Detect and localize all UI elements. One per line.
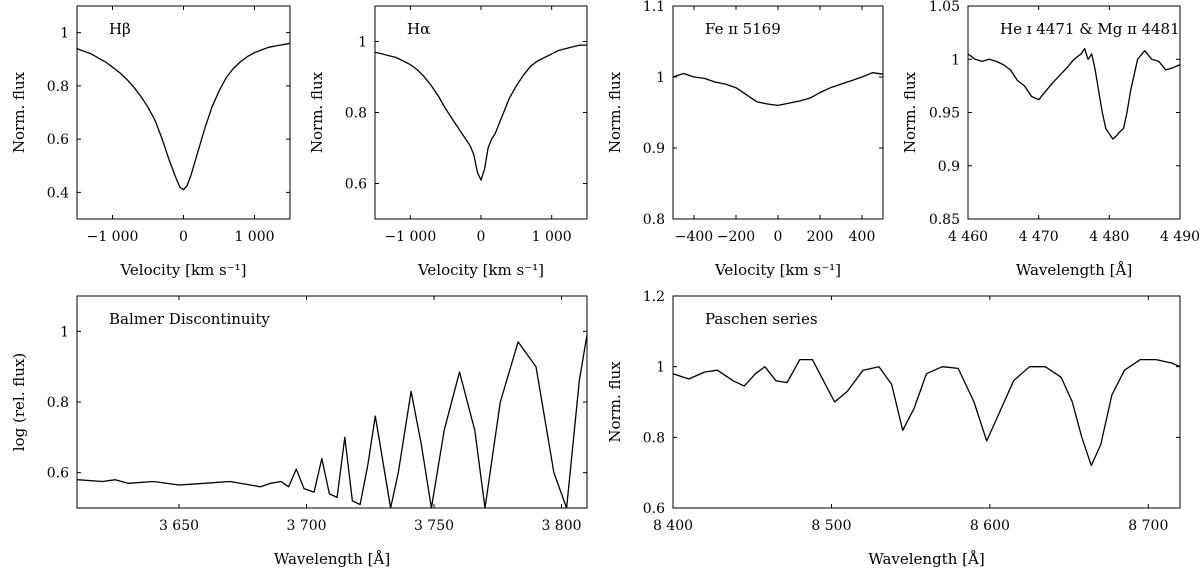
y-tick-label: 0.8 [345,106,367,122]
panel-halpha: −1 000 0 1 000 0.6 0.8 1 Hα Velocity [km s⁻¹] No… [308,5,588,279]
spectrum-line [374,44,587,181]
y-axis-label: log (rel. flux) [10,353,28,451]
x-tick-label: 0 [774,229,783,245]
y-tick-label: 0.6 [643,501,665,517]
x-tick-label: 4 460 [948,229,988,245]
panel-hbeta: −1 000 0 1 000 0.4 0.6 0.8 1 Hβ Velocity [km s⁻¹… [10,5,291,279]
x-tick-label: 4 480 [1089,229,1129,245]
y-tick-label: 1 [60,324,69,340]
y-tick-label: 0.8 [643,430,665,446]
x-tick-label: 4 470 [1019,229,1059,245]
x-axis-label: Velocity [km s⁻¹] [119,261,246,279]
y-tick-label: 0.6 [345,177,367,193]
x-tick-label: 0 [179,229,188,245]
y-tick-label: 1 [656,360,665,376]
panel-title: Hβ [109,20,131,38]
x-tick-label: 200 [807,229,834,245]
x-tick-label: −200 [717,229,755,245]
y-tick-label: 1 [951,52,960,68]
y-tick-label: 0.8 [643,212,665,228]
y-axis-label: Norm. flux [901,71,919,153]
y-tick-label: 1.1 [643,0,665,15]
spectrum-line [672,358,1181,467]
y-tick-label: 1 [60,26,69,42]
x-tick-label: 1 000 [234,229,274,245]
y-axis-label: Norm. flux [606,361,624,443]
panel-fe-5169: −400 −200 0 200 400 0.8 0.9 1 1.1 Fe ɪɪ 5169 Veloc… [606,0,884,279]
y-tick-label: 0.85 [929,212,960,228]
x-axis-label: Wavelength [Å] [868,550,984,568]
panel-title: Paschen series [705,310,818,328]
x-tick-label: 8 600 [970,518,1010,534]
y-tick-label: 0.9 [938,159,960,175]
x-tick-label: 1 000 [532,229,572,245]
x-tick-label: 8 400 [653,518,693,534]
x-tick-label: 8 700 [1128,518,1168,534]
panel-balmer-discontinuity: 3 650 3 700 3 750 3 800 0.6 0.8 1 Balmer Discon… [10,295,588,568]
y-tick-label: 0.8 [47,79,69,95]
x-tick-label: 400 [849,229,876,245]
y-tick-label: 0.9 [643,141,665,157]
panel-title: Balmer Discontinuity [109,310,270,328]
x-tick-label: 0 [477,229,486,245]
y-axis-label: Norm. flux [606,71,624,153]
panel-title: Fe ɪɪ 5169 [705,20,781,38]
x-axis-label: Velocity [km s⁻¹] [417,261,544,279]
y-tick-label: 1.05 [929,0,960,15]
x-tick-label: 4 490 [1160,229,1200,245]
y-tick-label: 0.6 [47,466,69,482]
panel-title: Hα [407,20,430,38]
spectrum-line [672,72,884,107]
x-tick-label: 3 650 [159,518,199,534]
panel-paschen-series: 8 400 8 500 8 600 8 700 0.6 0.8 1 1.2 Paschen se… [606,289,1181,568]
panel-he-4471-mg-4481: 4 460 4 470 4 480 4 490 0.85 0.9 0.95 1 1.05 He ɪ… [901,0,1200,279]
x-tick-label: 8 500 [811,518,851,534]
y-tick-label: 1 [656,70,665,86]
y-tick-label: 0.6 [47,132,69,148]
spectrum-line [76,334,588,509]
y-tick-label: 1 [358,35,367,51]
y-axis-label: Norm. flux [10,71,28,153]
x-tick-label: −1 000 [87,229,139,245]
x-tick-label: −400 [675,229,713,245]
x-axis-label: Wavelength [Å] [274,550,390,568]
y-tick-label: 1.2 [643,289,665,305]
axes-frame [672,295,1181,509]
y-axis-label: Norm. flux [308,71,326,153]
spectrum-line [76,42,291,191]
x-tick-label: 3 700 [286,518,326,534]
x-axis-label: Wavelength [Å] [1016,261,1132,279]
panel-title: He ɪ 4471 & Mg ɪɪ 4481 [1000,20,1180,38]
x-tick-label: −1 000 [384,229,436,245]
x-tick-label: 3 750 [414,518,454,534]
spectrum-line [967,47,1181,140]
y-tick-label: 0.95 [929,106,960,122]
y-tick-label: 0.8 [47,395,69,411]
y-tick-label: 0.4 [47,185,69,201]
x-tick-label: 3 800 [541,518,581,534]
x-axis-label: Velocity [km s⁻¹] [714,261,841,279]
